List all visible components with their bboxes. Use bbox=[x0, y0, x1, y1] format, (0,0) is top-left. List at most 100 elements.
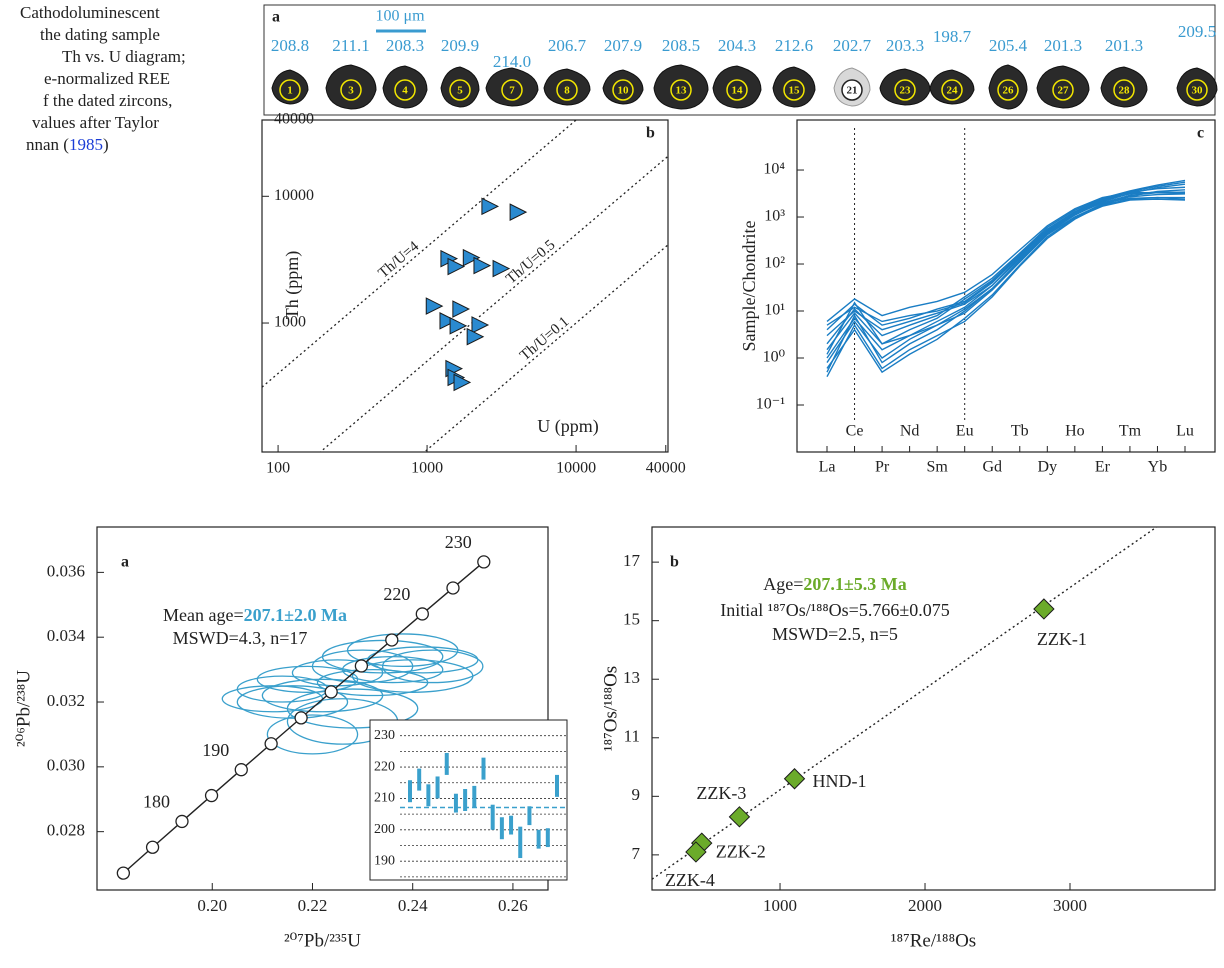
grain-id: 30 bbox=[1192, 85, 1204, 97]
point-label: ZZK-1 bbox=[1037, 629, 1087, 649]
caption-line: the dating sample bbox=[40, 25, 160, 44]
concordia-age-label: 220 bbox=[383, 584, 410, 604]
y-axis-title: ²⁰⁶Pb/²³⁸U bbox=[13, 670, 34, 747]
data-point bbox=[426, 298, 442, 314]
y-tick-label: 10⁴ bbox=[763, 161, 785, 178]
caption-line: f the dated zircons, bbox=[43, 91, 172, 110]
concordia-age-point bbox=[386, 634, 398, 646]
caption-line: e-normalized REE bbox=[44, 69, 170, 88]
data-point bbox=[1034, 599, 1054, 619]
x-tick-label: Pr bbox=[875, 459, 890, 476]
grain-id: 14 bbox=[732, 85, 744, 97]
concordia-age-point bbox=[355, 660, 367, 672]
inset-age-bar bbox=[555, 775, 559, 797]
grain-id: 21 bbox=[847, 85, 858, 97]
inset-age-bar bbox=[436, 776, 440, 798]
x-tick-label: 0.20 bbox=[197, 896, 227, 915]
x-tick-label: 40000 bbox=[646, 460, 686, 477]
x-tick-label: 1000 bbox=[763, 896, 797, 915]
y-tick-label: 0.030 bbox=[47, 756, 85, 775]
grain-id: 3 bbox=[348, 85, 354, 97]
x-tick-label: Tb bbox=[1011, 423, 1029, 440]
ree-line bbox=[827, 182, 1185, 325]
inset-tick-label: 230 bbox=[374, 728, 395, 743]
grain-id: 1 bbox=[287, 85, 293, 97]
inset-age-bar bbox=[491, 805, 495, 830]
reference-line-label: Th/U=0.5 bbox=[503, 237, 558, 287]
point-label: ZZK-3 bbox=[696, 783, 746, 803]
x-axis-title: U (ppm) bbox=[537, 416, 599, 437]
x-tick-label: 100 bbox=[266, 460, 290, 477]
x-tick-label: Eu bbox=[956, 423, 974, 440]
grain-age: 208.8 bbox=[271, 36, 309, 55]
grain-age: 208.3 bbox=[386, 36, 424, 55]
data-point bbox=[785, 769, 805, 789]
inset-age-bar bbox=[417, 769, 421, 791]
panel-label: c bbox=[1197, 125, 1204, 142]
caption-line: Th vs. U diagram; bbox=[62, 47, 186, 66]
x-tick-label: Ho bbox=[1065, 423, 1085, 440]
y-tick-label: 0.028 bbox=[47, 821, 85, 840]
x-tick-label: 0.22 bbox=[298, 896, 328, 915]
plot-frame bbox=[797, 120, 1215, 452]
grain-id: 10 bbox=[618, 85, 630, 97]
inset-age-bar bbox=[509, 816, 513, 835]
annotation: Mean age=207.1±2.0 Ma bbox=[163, 605, 347, 625]
grain-age: 212.6 bbox=[775, 36, 813, 55]
plot-frame bbox=[652, 527, 1215, 890]
figure: Cathodoluminescent the dating sample Th vs… bbox=[0, 0, 1224, 968]
grain-id: 28 bbox=[1119, 85, 1131, 97]
panel-label: a bbox=[272, 9, 280, 26]
annotation: MSWD=2.5, n=5 bbox=[772, 624, 898, 644]
inset-tick-label: 190 bbox=[374, 853, 395, 868]
concordia-age-point bbox=[295, 712, 307, 724]
grain-id: 26 bbox=[1003, 85, 1015, 97]
grain-age: 201.3 bbox=[1105, 36, 1143, 55]
concordia-age-point bbox=[117, 867, 129, 879]
concordia-age-point bbox=[147, 841, 159, 853]
reference-line-label: Th/U=0.1 bbox=[517, 314, 572, 364]
grain-id: 15 bbox=[789, 85, 801, 97]
caption-text: ) bbox=[103, 135, 109, 154]
grain-id: 27 bbox=[1058, 85, 1070, 97]
y-tick-label: 0.036 bbox=[47, 561, 85, 580]
y-tick-label: 11 bbox=[624, 727, 640, 746]
annotation: Age=207.1±5.3 Ma bbox=[763, 574, 907, 594]
concordia-age-point bbox=[416, 608, 428, 620]
y-tick-label: 10¹ bbox=[764, 302, 785, 319]
grain-id: 8 bbox=[564, 85, 570, 97]
data-point bbox=[450, 318, 466, 334]
ree-line bbox=[827, 194, 1185, 363]
caption-line: Cathodoluminescent bbox=[20, 3, 160, 22]
concordia-age-label: 180 bbox=[143, 792, 170, 812]
grain-age: 201.3 bbox=[1044, 36, 1082, 55]
x-tick-label: Dy bbox=[1038, 459, 1058, 476]
data-point bbox=[453, 301, 469, 317]
x-tick-label: Lu bbox=[1176, 423, 1194, 440]
annotation-value: 207.1±2.0 Ma bbox=[244, 605, 347, 625]
annotation: MSWD=4.3, n=17 bbox=[173, 628, 308, 648]
y-tick-label: 0.034 bbox=[47, 626, 86, 645]
concordia-age-point bbox=[206, 790, 218, 802]
inset-age-bar bbox=[518, 827, 522, 858]
grain-age: 198.7 bbox=[933, 27, 972, 46]
caption-line: nnan (1985) bbox=[26, 135, 109, 154]
concordia-age-label: 190 bbox=[202, 740, 229, 760]
x-tick-label: 3000 bbox=[1053, 896, 1087, 915]
y-tick-label: 10000 bbox=[274, 187, 314, 204]
panel-label: b bbox=[670, 554, 679, 571]
inset-age-bar bbox=[527, 806, 531, 825]
grain-age: 205.4 bbox=[989, 36, 1028, 55]
x-tick-label: Er bbox=[1095, 459, 1111, 476]
inset-age-bar bbox=[454, 794, 458, 813]
x-tick-label: 1000 bbox=[411, 460, 443, 477]
point-label: ZZK-4 bbox=[665, 870, 715, 890]
inset-age-bar bbox=[482, 758, 486, 780]
annotation: Initial ¹⁸⁷Os/¹⁸⁸Os=5.766±0.075 bbox=[720, 600, 949, 620]
caption-line: values after Taylor bbox=[32, 113, 159, 132]
x-tick-label: 10000 bbox=[556, 460, 596, 477]
y-tick-label: 40000 bbox=[274, 111, 314, 128]
grain-id: 4 bbox=[402, 85, 408, 97]
grain-age: 203.3 bbox=[886, 36, 924, 55]
data-point bbox=[510, 204, 526, 220]
